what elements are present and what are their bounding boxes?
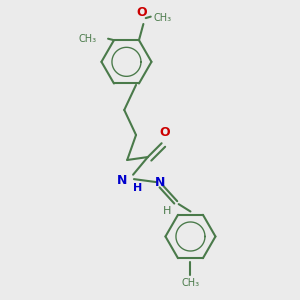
Text: O: O: [159, 126, 170, 140]
Text: O: O: [136, 6, 147, 19]
Text: CH₃: CH₃: [154, 13, 172, 22]
Text: CH₃: CH₃: [182, 278, 200, 288]
Text: CH₃: CH₃: [78, 34, 96, 44]
Text: N: N: [154, 176, 165, 189]
Text: H: H: [163, 206, 171, 216]
Text: N: N: [117, 174, 127, 187]
Text: H: H: [133, 183, 142, 193]
